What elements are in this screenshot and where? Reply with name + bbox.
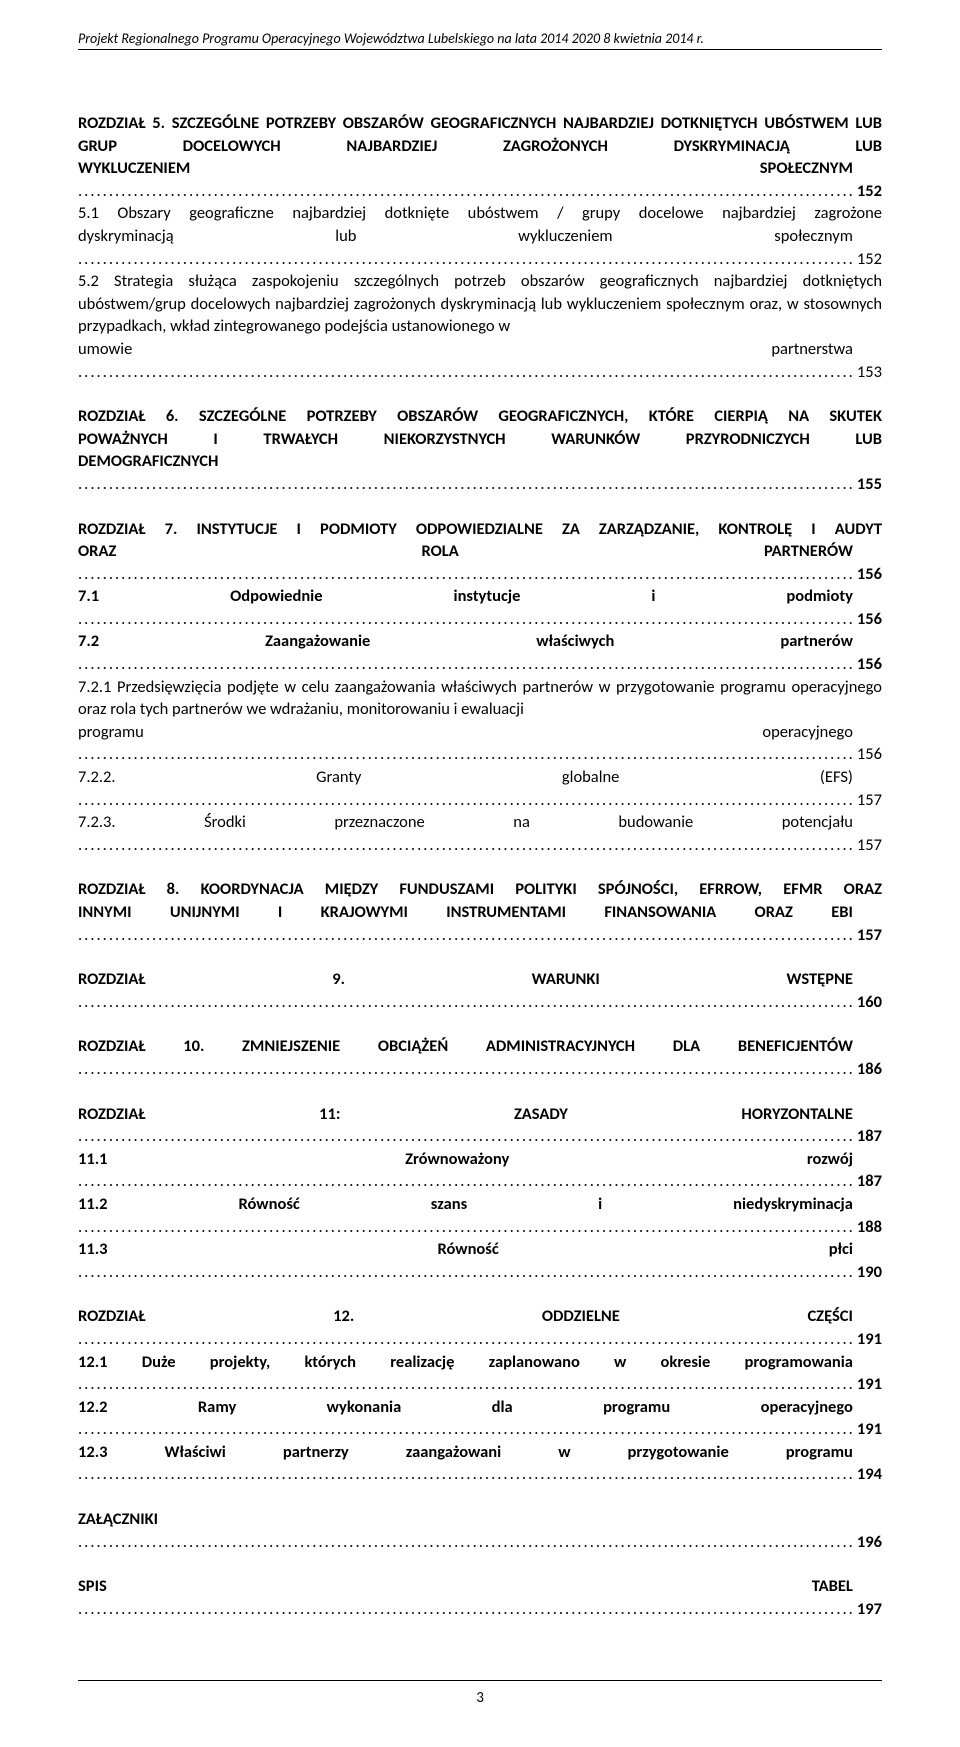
toc-page-number: 187 — [853, 1170, 882, 1193]
toc-page-number: 160 — [853, 991, 882, 1014]
toc-page-number: 157 — [853, 789, 882, 812]
page-header: Projekt Regionalnego Programu Operacyjne… — [78, 30, 882, 50]
toc-text: ROZDZIAŁ 11: ZASADY HORYZONTALNE — [78, 1103, 853, 1148]
toc-section-12: ROZDZIAŁ 12. ODDZIELNE CZĘŚCI 191 12.1 D… — [78, 1305, 882, 1486]
toc-page-number: 157 — [853, 834, 882, 857]
page-number: 3 — [476, 1689, 484, 1707]
toc-page-number: 157 — [853, 924, 882, 947]
toc-section-6: ROZDZIAŁ 6. SZCZEGÓLNE POTRZEBY OBSZARÓW… — [78, 405, 882, 495]
toc-section-9: ROZDZIAŁ 9. WARUNKI WSTĘPNE 160 — [78, 968, 882, 1013]
toc-text: 7.2.1 Przedsięwzięcia podjęte w celu zaa… — [78, 676, 882, 721]
toc-attachments: ZAŁĄCZNIKI 196 — [78, 1508, 882, 1553]
toc-page-number: 191 — [853, 1418, 882, 1441]
toc-text: 7.1 Odpowiednie instytucje i podmioty — [78, 585, 853, 630]
toc-page-number: 187 — [853, 1125, 882, 1148]
toc-chapter-8: ROZDZIAŁ 8. KOORDYNACJA MIĘDZY FUNDUSZAM… — [78, 878, 882, 946]
toc-text: programu operacyjnego — [78, 721, 853, 766]
toc-entry-5-1: 5.1 Obszary geograficzne najbardziej dot… — [78, 202, 882, 270]
toc-section-11: ROZDZIAŁ 11: ZASADY HORYZONTALNE 187 11.… — [78, 1103, 882, 1284]
toc-page-number: 188 — [853, 1216, 882, 1239]
toc-section-attachments: ZAŁĄCZNIKI 196 — [78, 1508, 882, 1553]
toc-entry-12-2: 12.2 Ramy wykonania dla programu operacy… — [78, 1396, 882, 1441]
toc-text: 5.2 Strategia służąca zaspokojeniu szcze… — [78, 270, 882, 338]
toc-text: ORAZ ROLA PARTNERÓW — [78, 540, 853, 585]
toc-text: ROZDZIAŁ 8. KOORDYNACJA MIĘDZY FUNDUSZAM… — [78, 878, 882, 901]
toc-page-number: 156 — [853, 608, 882, 631]
toc-text: 12.3 Właściwi partnerzy zaangażowani w p… — [78, 1441, 853, 1486]
toc-entry-12-1: 12.1 Duże projekty, których realizację z… — [78, 1351, 882, 1396]
toc-chapter-7: ROZDZIAŁ 7. INSTYTUCJE I PODMIOTY ODPOWI… — [78, 518, 882, 586]
toc-page-number: 156 — [853, 653, 882, 676]
toc-text: WYKLUCZENIEM SPOŁECZNYM — [78, 157, 853, 202]
toc-page-number: 191 — [853, 1373, 882, 1396]
toc-entry-11-1: 11.1 Zrównoważony rozwój 187 — [78, 1148, 882, 1193]
toc-entry-11-2: 11.2 Równość szans i niedyskryminacja 18… — [78, 1193, 882, 1238]
toc-chapter-9: ROZDZIAŁ 9. WARUNKI WSTĘPNE 160 — [78, 968, 882, 1013]
toc-text: ROZDZIAŁ 6. SZCZEGÓLNE POTRZEBY OBSZARÓW… — [78, 405, 882, 428]
toc-page-number: 186 — [853, 1058, 882, 1081]
toc-entry-7-2: 7.2 Zaangażowanie właściwych partnerów 1… — [78, 630, 882, 675]
toc-text: POWAŻNYCH I TRWAŁYCH NIEKORZYSTNYCH WARU… — [78, 428, 882, 451]
toc-entry-12-3: 12.3 Właściwi partnerzy zaangażowani w p… — [78, 1441, 882, 1486]
toc-page-number: 152 — [853, 180, 882, 203]
toc-page-number: 196 — [853, 1531, 882, 1554]
toc-text: ROZDZIAŁ 12. ODDZIELNE CZĘŚCI — [78, 1305, 853, 1350]
toc-section-7: ROZDZIAŁ 7. INSTYTUCJE I PODMIOTY ODPOWI… — [78, 518, 882, 857]
toc-entry-7-2-2: 7.2.2. Granty globalne (EFS) 157 — [78, 766, 882, 811]
document-page: Projekt Regionalnego Programu Operacyjne… — [0, 0, 960, 1747]
toc-chapter-5: ROZDZIAŁ 5. SZCZEGÓLNE POTRZEBY OBSZARÓW… — [78, 112, 882, 202]
toc-text: DEMOGRAFICZNYCH — [78, 450, 853, 495]
toc-page-number: 153 — [853, 361, 882, 384]
toc-chapter-10: ROZDZIAŁ 10. ZMNIEJSZENIE OBCIĄŻEŃ ADMIN… — [78, 1035, 882, 1080]
toc-text: dyskryminacją lub wykluczeniem społeczny… — [78, 225, 853, 270]
toc-text: umowie partnerstwa — [78, 338, 853, 383]
toc-text: SPIS TABEL — [78, 1575, 853, 1620]
toc-page-number: 194 — [853, 1463, 882, 1486]
toc-page-number: 197 — [853, 1598, 882, 1621]
toc-entry-7-2-1: 7.2.1 Przedsięwzięcia podjęte w celu zaa… — [78, 676, 882, 766]
toc-entry-7-1: 7.1 Odpowiednie instytucje i podmioty 15… — [78, 585, 882, 630]
toc-section-tables: SPIS TABEL 197 — [78, 1575, 882, 1620]
toc-page-number: 152 — [853, 248, 882, 271]
toc-text: ROZDZIAŁ 7. INSTYTUCJE I PODMIOTY ODPOWI… — [78, 518, 882, 541]
toc-text: ROZDZIAŁ 5. SZCZEGÓLNE POTRZEBY OBSZARÓW… — [78, 112, 882, 157]
toc-section-5: ROZDZIAŁ 5. SZCZEGÓLNE POTRZEBY OBSZARÓW… — [78, 112, 882, 383]
toc-section-10: ROZDZIAŁ 10. ZMNIEJSZENIE OBCIĄŻEŃ ADMIN… — [78, 1035, 882, 1080]
toc-entry-7-2-3: 7.2.3. Środki przeznaczone na budowanie … — [78, 811, 882, 856]
toc-text: 7.2.3. Środki przeznaczone na budowanie … — [78, 811, 853, 856]
toc-text: ZAŁĄCZNIKI — [78, 1508, 853, 1553]
toc-text: ROZDZIAŁ 9. WARUNKI WSTĘPNE — [78, 968, 853, 1013]
toc-text: ROZDZIAŁ 10. ZMNIEJSZENIE OBCIĄŻEŃ ADMIN… — [78, 1035, 853, 1080]
toc-text: 12.1 Duże projekty, których realizację z… — [78, 1351, 853, 1396]
toc-entry-5-2: 5.2 Strategia służąca zaspokojeniu szcze… — [78, 270, 882, 383]
toc-text: INNYMI UNIJNYMI I KRAJOWYMI INSTRUMENTAM… — [78, 901, 853, 946]
toc-page-number: 191 — [853, 1328, 882, 1351]
toc-text: 12.2 Ramy wykonania dla programu operacy… — [78, 1396, 853, 1441]
toc-chapter-12: ROZDZIAŁ 12. ODDZIELNE CZĘŚCI 191 — [78, 1305, 882, 1350]
toc-text: 7.2.2. Granty globalne (EFS) — [78, 766, 853, 811]
toc-section-8: ROZDZIAŁ 8. KOORDYNACJA MIĘDZY FUNDUSZAM… — [78, 878, 882, 946]
toc-text: 11.2 Równość szans i niedyskryminacja — [78, 1193, 853, 1238]
toc-page-number: 155 — [853, 473, 882, 496]
toc-chapter-6: ROZDZIAŁ 6. SZCZEGÓLNE POTRZEBY OBSZARÓW… — [78, 405, 882, 495]
page-footer: 3 — [78, 1680, 882, 1707]
toc-entry-11-3: 11.3 Równość płci 190 — [78, 1238, 882, 1283]
toc-page-number: 156 — [853, 743, 882, 766]
toc-text: 11.1 Zrównoważony rozwój — [78, 1148, 853, 1193]
toc-page-number: 156 — [853, 563, 882, 586]
toc-text: 7.2 Zaangażowanie właściwych partnerów — [78, 630, 853, 675]
toc-tables-list: SPIS TABEL 197 — [78, 1575, 882, 1620]
toc-chapter-11: ROZDZIAŁ 11: ZASADY HORYZONTALNE 187 — [78, 1103, 882, 1148]
toc-text: 5.1 Obszary geograficzne najbardziej dot… — [78, 202, 882, 225]
toc-page-number: 190 — [853, 1261, 882, 1284]
toc-text: 11.3 Równość płci — [78, 1238, 853, 1283]
